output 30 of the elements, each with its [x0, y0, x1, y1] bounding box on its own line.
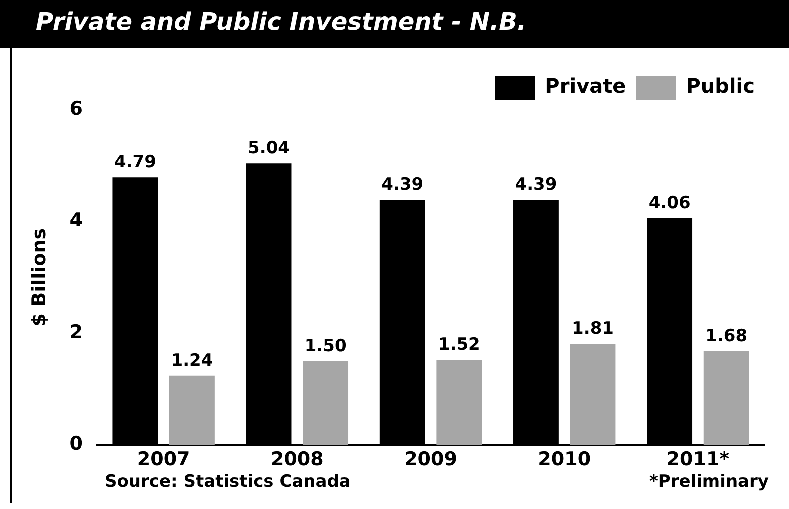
data-label: 5.04: [248, 138, 290, 159]
bar: [303, 361, 349, 446]
y-tick-label: 0: [70, 433, 84, 456]
bar: [436, 360, 482, 446]
x-tick-label: 2007: [137, 448, 190, 471]
data-label: 4.06: [648, 193, 691, 214]
data-label: 1.52: [438, 335, 480, 356]
x-tick-label: 2009: [404, 448, 458, 471]
text: *Preliminary: [650, 472, 769, 492]
bar: [570, 344, 616, 446]
y-tick-label: 6: [70, 98, 84, 120]
data-label: 1.68: [706, 326, 748, 346]
chart-title: Private and Public Investment - N.B.: [36, 8, 527, 36]
data-label: 1.24: [171, 350, 214, 371]
y-axis-title: $ Billions: [28, 228, 50, 327]
x-tick-label: 2010: [538, 448, 592, 471]
x-tick-label: 2008: [270, 448, 324, 471]
legend-label: Private: [545, 74, 626, 98]
source-note: Source: Statistics Canada: [105, 472, 351, 492]
data-label: 1.81: [572, 319, 614, 340]
data-label: 1.50: [304, 336, 347, 356]
y-tick-label: 2: [70, 321, 84, 344]
y-tick-label: 4: [70, 210, 84, 232]
data-label: 4.79: [114, 152, 156, 173]
data-label: 4.39: [382, 174, 424, 195]
bar: [704, 351, 750, 446]
data-label: 4.39: [515, 174, 558, 195]
x-tick-label: 2011*: [666, 448, 730, 471]
legend-label: Public: [686, 74, 755, 98]
bar: [169, 376, 215, 446]
